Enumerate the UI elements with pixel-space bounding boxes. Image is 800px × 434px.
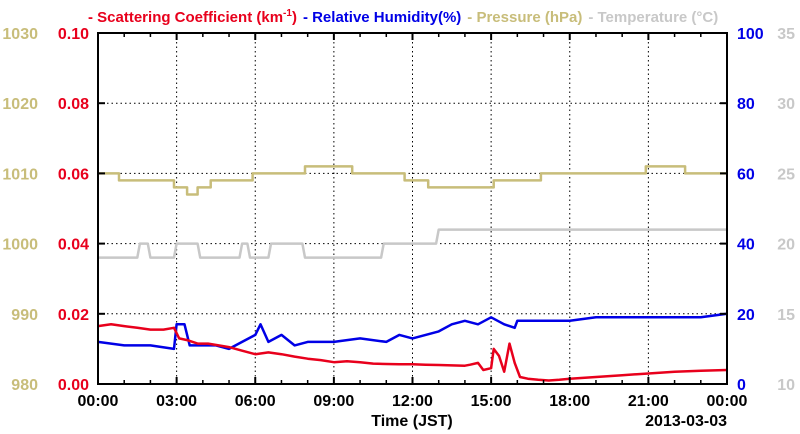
- humidity-tick-label: 0: [737, 377, 746, 394]
- x-tick-label: 18:00: [549, 393, 590, 410]
- legend-tail: ): [292, 9, 297, 26]
- legend-item-pressure: - Pressure (hPa): [467, 9, 582, 26]
- legend-superscript: -1: [283, 8, 292, 19]
- legend-item-humidity: - Relative Humidity(%): [303, 9, 461, 26]
- date-label: 2013-03-03: [645, 413, 727, 430]
- legend: - Scattering Coefficient (km-1) - Relativ…: [88, 8, 718, 26]
- humidity-tick-label: 40: [737, 237, 755, 254]
- scattering-tick-label: 0.10: [58, 26, 89, 43]
- pressure-tick-label: 1030: [2, 26, 38, 43]
- temperature-tick-label: 20: [777, 237, 795, 254]
- pressure-tick-label: 1000: [2, 237, 38, 254]
- legend-item-temperature: - Temperature (°C): [588, 9, 718, 26]
- pressure-tick-label: 990: [11, 307, 38, 324]
- series-line-temperature: [98, 228, 727, 259]
- x-axis-label: Time (JST): [371, 413, 453, 430]
- ticks: [97, 32, 728, 385]
- axis-labels: 00:00 03:00 06:00 09:00 12:00 15:00 18:00 21:00…: [2, 26, 795, 410]
- humidity-tick-label: 80: [737, 96, 755, 113]
- x-tick-label: 09:00: [313, 393, 354, 410]
- pressure-tick-label: 1010: [2, 166, 38, 183]
- temperature-tick-label: 30: [777, 96, 795, 113]
- series-line-pressure: [98, 165, 727, 196]
- temperature-tick-label: 15: [777, 307, 795, 324]
- x-tick-label: 06:00: [235, 393, 276, 410]
- temperature-tick-label: 10: [777, 377, 795, 394]
- x-tick-label: 03:00: [156, 393, 197, 410]
- humidity-tick-label: 60: [737, 166, 755, 183]
- pressure-tick-label: 980: [11, 377, 38, 394]
- scattering-tick-label: 0.02: [58, 307, 89, 324]
- pressure-tick-label: 1020: [2, 96, 38, 113]
- x-tick-label: 00:00: [78, 393, 119, 410]
- scattering-tick-label: 0.04: [58, 237, 89, 254]
- humidity-tick-label: 100: [737, 26, 764, 43]
- temperature-tick-label: 35: [777, 26, 795, 43]
- series-line-scattering: [97, 323, 728, 382]
- x-tick-label: 00:00: [707, 393, 748, 410]
- x-tick-label: 21:00: [628, 393, 669, 410]
- scattering-tick-label: 0.08: [58, 96, 89, 113]
- legend-item-scattering: - Scattering Coefficient (km: [88, 9, 283, 26]
- scattering-tick-label: 0.00: [58, 377, 89, 394]
- legend-text: - Scattering Coefficient (km-1) - Relativ…: [88, 8, 718, 26]
- temperature-tick-label: 25: [777, 166, 795, 183]
- x-tick-label: 15:00: [471, 393, 512, 410]
- series-line-humidity: [97, 312, 728, 351]
- humidity-tick-label: 20: [737, 307, 755, 324]
- x-tick-label: 12:00: [392, 393, 433, 410]
- grid: [98, 33, 727, 384]
- scattering-tick-label: 0.06: [58, 166, 89, 183]
